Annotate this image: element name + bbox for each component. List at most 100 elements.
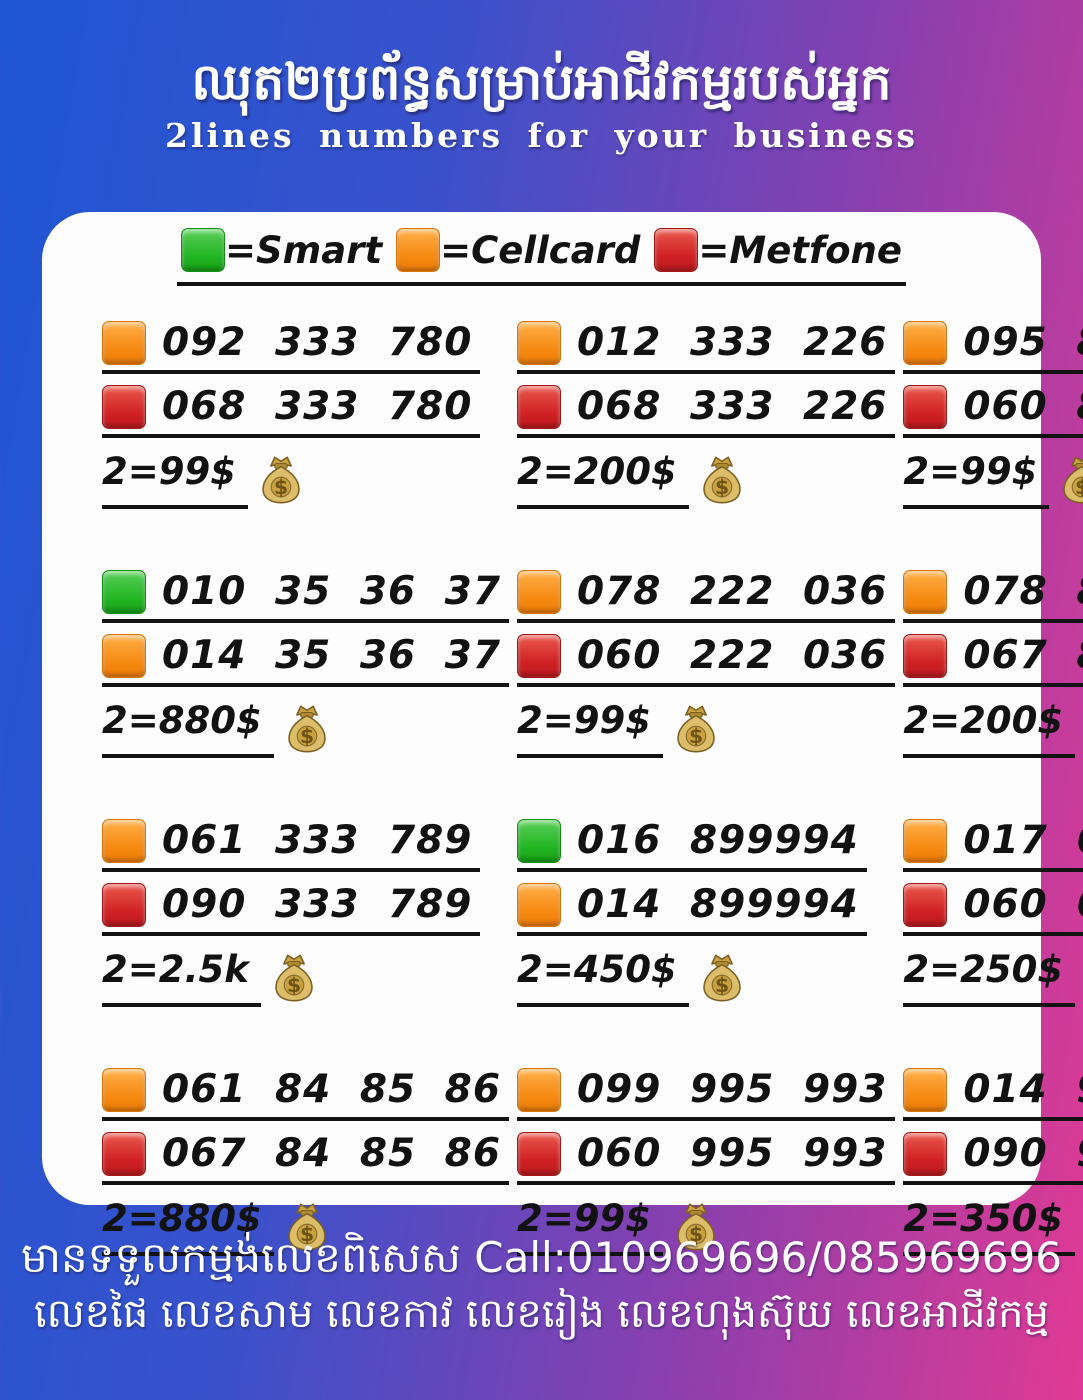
number-line: 078 8484 88 bbox=[903, 569, 1083, 623]
number-pair-cell: 095 84 83 82 060 84 83 82 2=99$ $ bbox=[903, 320, 1083, 509]
svg-text:$: $ bbox=[689, 1222, 703, 1246]
price-line: 2=99$ $ bbox=[102, 450, 306, 509]
price-line: 2=200$ $ bbox=[903, 699, 1083, 758]
metfone-color-square-icon bbox=[654, 228, 699, 272]
phone-number: 060 660 661 bbox=[963, 882, 1083, 927]
operator-color-square-icon bbox=[516, 882, 561, 927]
phone-number: 060 995 993 bbox=[576, 1131, 888, 1176]
operator-color-square-icon bbox=[516, 818, 561, 863]
numbers-card: =Smart =Cellcard =Metfone 092 333 780 06… bbox=[42, 212, 1083, 1256]
price-text: 2=450$ bbox=[516, 948, 689, 1007]
operator-color-square-icon bbox=[516, 633, 561, 678]
number-pair-cell: 078 8484 88 067 8484 88 2=200$ $ bbox=[903, 569, 1083, 758]
operator-legend: =Smart =Cellcard =Metfone bbox=[177, 228, 906, 286]
phone-number: 060 84 83 82 bbox=[963, 384, 1083, 429]
operator-color-square-icon bbox=[903, 320, 948, 365]
price-text: 2=880$ bbox=[102, 1197, 274, 1256]
operator-color-square-icon bbox=[102, 384, 146, 429]
number-line: 068 333 226 bbox=[516, 384, 896, 438]
money-bag-icon: $ bbox=[677, 1203, 715, 1251]
operator-color-square-icon bbox=[516, 1131, 561, 1176]
legend-item-metfone: =Metfone bbox=[654, 228, 902, 272]
money-bag-icon: $ bbox=[1063, 456, 1083, 504]
price-line: 2=2.5k $ bbox=[102, 948, 319, 1007]
operator-color-square-icon bbox=[516, 1067, 561, 1112]
operator-color-square-icon bbox=[903, 818, 948, 863]
price-text: 2=99$ bbox=[102, 450, 248, 509]
price-text: 2=350$ bbox=[903, 1197, 1076, 1256]
phone-number: 092 333 780 bbox=[162, 320, 473, 365]
money-bag-icon: $ bbox=[275, 954, 313, 1002]
price-text: 2=99$ bbox=[903, 450, 1050, 509]
phone-number: 016 899994 bbox=[576, 818, 859, 863]
money-bag-icon: $ bbox=[262, 456, 300, 504]
smart-color-square-icon bbox=[181, 228, 226, 272]
legend-label: =Cellcard bbox=[440, 228, 641, 272]
svg-text:$: $ bbox=[689, 724, 703, 748]
page-subtitle: 2lines numbers for your business bbox=[165, 116, 918, 155]
number-pair-cell: 092 333 780 068 333 780 2=99$ $ bbox=[102, 320, 509, 509]
number-line: 067 8484 88 bbox=[903, 633, 1083, 687]
number-line: 095 84 83 82 bbox=[903, 320, 1083, 374]
number-pair-cell: 016 899994 014 899994 2=450$ $ bbox=[516, 818, 895, 1007]
number-line: 067 84 85 86 bbox=[102, 1131, 509, 1185]
number-line: 078 222 036 bbox=[516, 569, 896, 623]
number-line: 060 222 036 bbox=[516, 633, 896, 687]
number-line: 010 35 36 37 bbox=[102, 569, 509, 623]
price-line: 2=250$ $ bbox=[903, 948, 1083, 1007]
phone-number: 010 35 36 37 bbox=[162, 569, 501, 614]
money-bag-icon: $ bbox=[287, 1203, 326, 1251]
number-line: 099 995 993 bbox=[516, 1067, 896, 1121]
svg-text:$: $ bbox=[300, 724, 314, 748]
footer-contact-line: មានទទួលកម្មង់លេខពិសេស Call:010969696/085… bbox=[21, 1233, 1062, 1282]
number-line: 060 995 993 bbox=[516, 1131, 896, 1185]
phone-number: 078 222 036 bbox=[576, 569, 888, 614]
phone-number: 099 995 993 bbox=[576, 1067, 888, 1112]
operator-color-square-icon bbox=[102, 1131, 146, 1176]
svg-text:$: $ bbox=[715, 973, 729, 997]
phone-number: 068 333 780 bbox=[162, 384, 473, 429]
svg-text:$: $ bbox=[287, 973, 301, 997]
number-line: 061 84 85 86 bbox=[102, 1067, 509, 1121]
price-line: 2=350$ $ bbox=[903, 1197, 1083, 1256]
numbers-grid: 092 333 780 068 333 780 2=99$ $ bbox=[102, 320, 1083, 1256]
price-text: 2=250$ bbox=[903, 948, 1076, 1007]
price-line: 2=880$ $ bbox=[102, 1197, 332, 1256]
number-line: 016 899994 bbox=[516, 818, 867, 872]
phone-number: 090 333 789 bbox=[162, 882, 473, 927]
money-bag-icon: $ bbox=[677, 705, 715, 753]
price-text: 2=99$ bbox=[516, 1197, 663, 1256]
number-line: 068 333 780 bbox=[102, 384, 481, 438]
number-line: 012 333 226 bbox=[516, 320, 896, 374]
cellcard-color-square-icon bbox=[396, 228, 441, 272]
phone-number: 012 333 226 bbox=[576, 320, 888, 365]
money-bag-icon: $ bbox=[702, 456, 741, 504]
legend-label: =Smart bbox=[225, 228, 383, 272]
number-pair-cell: 014 9 55599 090 9 55599 2=350$ $ bbox=[903, 1067, 1083, 1256]
price-line: 2=99$ $ bbox=[516, 1197, 721, 1256]
number-line: 014 35 36 37 bbox=[102, 633, 509, 687]
price-line: 2=200$ $ bbox=[516, 450, 747, 509]
legend-item-cellcard: =Cellcard bbox=[396, 228, 640, 272]
operator-color-square-icon bbox=[903, 1131, 948, 1176]
phone-number: 068 333 226 bbox=[576, 384, 888, 429]
operator-color-square-icon bbox=[903, 882, 948, 927]
number-line: 060 660 661 bbox=[903, 882, 1083, 936]
price-line: 2=99$ $ bbox=[903, 450, 1083, 509]
poster-header: ឈុត២ប្រព័ន្ធសម្រាប់អាជីវកម្មរបស់អ្នក 2li… bbox=[0, 0, 1083, 155]
phone-number: 014 9 55599 bbox=[963, 1067, 1083, 1112]
price-text: 2=200$ bbox=[516, 450, 689, 509]
phone-number: 090 9 55599 bbox=[963, 1131, 1083, 1176]
number-pair-cell: 017 660 661 060 660 661 2=250$ $ bbox=[903, 818, 1083, 1007]
operator-color-square-icon bbox=[102, 882, 146, 927]
phone-number: 078 8484 88 bbox=[963, 569, 1083, 614]
number-pair-cell: 012 333 226 068 333 226 2=200$ $ bbox=[516, 320, 896, 509]
operator-color-square-icon bbox=[102, 633, 146, 678]
number-pair-cell: 061 333 789 090 333 789 2=2.5k $ bbox=[102, 818, 509, 1007]
legend-item-smart: =Smart bbox=[181, 228, 382, 272]
operator-color-square-icon bbox=[903, 569, 948, 614]
svg-text:$: $ bbox=[300, 1222, 314, 1246]
number-line: 014 899994 bbox=[516, 882, 867, 936]
operator-color-square-icon bbox=[903, 1067, 948, 1112]
operator-color-square-icon bbox=[516, 384, 561, 429]
